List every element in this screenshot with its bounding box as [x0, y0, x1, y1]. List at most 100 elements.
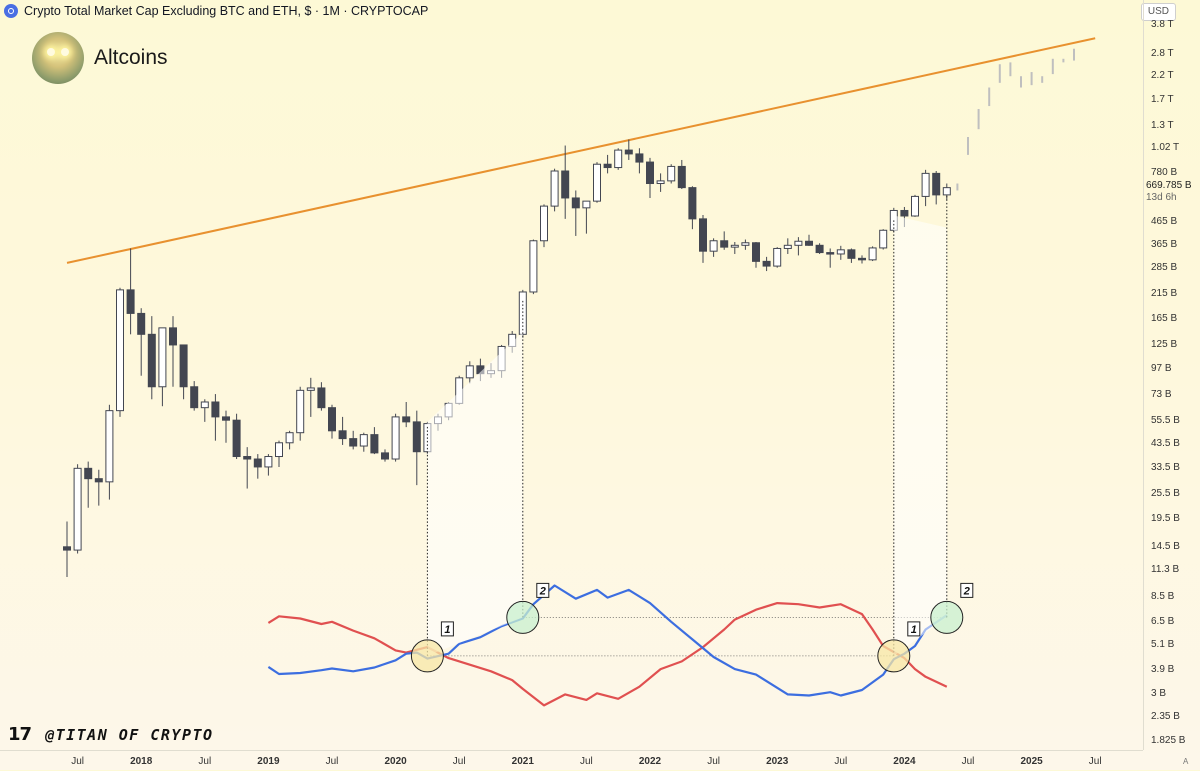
- candle-body: [73, 467, 82, 551]
- signal-circle: [930, 600, 964, 634]
- candle: [381, 449, 389, 462]
- candle: [847, 248, 856, 263]
- price-tick-label: 1.02 T: [1151, 142, 1180, 154]
- candle: [126, 248, 135, 335]
- time-tick-label: Jul: [834, 756, 848, 767]
- candle: [815, 243, 824, 254]
- candle-body: [582, 200, 591, 209]
- candle: [635, 148, 644, 174]
- candle: [359, 432, 368, 452]
- candle-body: [402, 416, 411, 423]
- candle-body: [688, 187, 697, 220]
- candle: [741, 239, 750, 250]
- candle-body: [624, 149, 633, 155]
- signal-circle: [506, 600, 540, 634]
- candle: [73, 464, 82, 554]
- chart-header: Crypto Total Market Cap Excluding BTC an…: [0, 0, 1144, 22]
- price-tick-label: 8.5 B: [1151, 590, 1175, 602]
- auto-scale-button[interactable]: A: [1183, 757, 1189, 766]
- price-tick-label: 73 B: [1151, 389, 1172, 401]
- price-axis[interactable]: 3.8 T 2.8 T 2.2 T 1.7 T 1.3 T 1.02 T 780 B 465 …: [1143, 0, 1200, 750]
- time-tick-label: Jul: [325, 756, 339, 767]
- candle: [773, 247, 782, 268]
- candle-body: [190, 386, 199, 409]
- candle: [911, 194, 919, 217]
- candle-body: [232, 419, 241, 458]
- candle: [709, 238, 718, 257]
- candle-body: [158, 327, 167, 388]
- candle: [624, 139, 633, 160]
- candle-body: [794, 240, 803, 246]
- candle-body: [942, 187, 951, 196]
- trendline: [66, 37, 1096, 264]
- signal-number-box: [907, 621, 921, 637]
- time-axis[interactable]: Jul 2018 Jul 2019 Jul 2020 Jul 2021 Jul 2022 Jul 20…: [0, 750, 1143, 771]
- watermark: 17 @TITAN OF CRYPTO: [8, 724, 214, 745]
- candle-body: [762, 260, 771, 267]
- candle-body: [381, 452, 389, 460]
- oscillator-blue-line: [267, 584, 948, 697]
- candle: [593, 162, 601, 203]
- price-tick-label: 6.5 B: [1151, 615, 1175, 627]
- candle-body: [603, 163, 612, 169]
- candle: [296, 386, 305, 441]
- price-chart[interactable]: 1 2 1 2: [0, 0, 1143, 750]
- candle-body: [868, 247, 877, 261]
- candle: [275, 440, 283, 467]
- candle: [540, 204, 548, 248]
- candle-body: [571, 197, 580, 209]
- candle: [794, 237, 803, 256]
- price-tick-label: 2.2 T: [1151, 70, 1174, 82]
- price-tick-label: 365 B: [1151, 238, 1178, 250]
- candle: [699, 215, 707, 263]
- signal-number: 1: [444, 624, 450, 636]
- candle: [190, 381, 199, 411]
- candle-body: [709, 240, 718, 252]
- candle: [94, 469, 103, 506]
- signal-number: 2: [539, 585, 546, 597]
- candle-body: [105, 410, 114, 483]
- candle: [328, 404, 336, 439]
- candle: [783, 238, 792, 254]
- candle-body: [752, 242, 760, 262]
- signal-number: 2: [963, 585, 970, 597]
- price-tick-label: 465 B: [1151, 215, 1178, 227]
- candle-body: [879, 229, 888, 249]
- shaded-zone: [893, 215, 947, 656]
- candle-body: [222, 416, 230, 421]
- candle: [529, 239, 538, 295]
- candle: [264, 454, 273, 476]
- currency-selector[interactable]: USD: [1140, 3, 1176, 21]
- candle-body: [720, 240, 729, 248]
- candle-body: [836, 249, 845, 255]
- candle-body: [169, 327, 177, 346]
- candle-body: [847, 249, 856, 259]
- candle-body: [783, 244, 792, 249]
- candle-body: [677, 165, 686, 189]
- time-tick-label: 2025: [1020, 756, 1043, 767]
- candle-body: [773, 247, 782, 267]
- candle: [243, 447, 252, 489]
- candle-body: [328, 407, 336, 432]
- candle: [200, 399, 209, 422]
- candle-body: [656, 180, 665, 185]
- candle-body: [296, 389, 305, 434]
- candle: [667, 164, 676, 184]
- candle-body: [815, 244, 824, 254]
- price-tick-label: 25.5 B: [1151, 487, 1180, 499]
- candle: [582, 200, 591, 234]
- price-tick-label: 5.1 B: [1151, 638, 1175, 650]
- candle-body: [338, 430, 347, 440]
- time-tick-label: Jul: [707, 756, 720, 767]
- candle: [603, 154, 612, 174]
- candle-body: [805, 240, 813, 246]
- candle-body: [614, 149, 623, 169]
- candle-body: [147, 333, 156, 388]
- price-tick-label: 285 B: [1151, 261, 1178, 273]
- candle: [179, 344, 188, 400]
- candle: [720, 231, 729, 250]
- price-tick-label: 1.3 T: [1151, 119, 1174, 131]
- candle-body: [370, 434, 379, 454]
- cryptocap-logo-icon: [4, 4, 18, 18]
- candle: [147, 316, 156, 400]
